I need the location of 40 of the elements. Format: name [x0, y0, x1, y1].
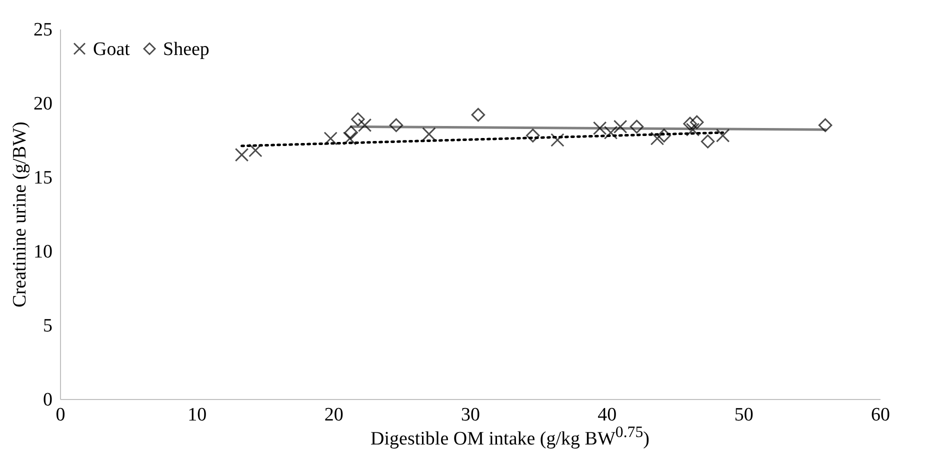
x-tick-label: 60 [871, 404, 890, 426]
point [657, 128, 671, 142]
x-tick-label: 10 [188, 404, 207, 426]
x-tick-label: 20 [324, 404, 344, 426]
point [342, 132, 357, 146]
point [234, 148, 249, 162]
point [818, 118, 832, 132]
point [604, 126, 618, 140]
point [422, 127, 436, 141]
point [344, 126, 358, 140]
y-tick-label: 5 [43, 316, 52, 336]
point [630, 120, 644, 134]
y-tick-label: 10 [34, 242, 52, 262]
point [358, 118, 372, 132]
point [686, 122, 700, 137]
point [613, 120, 628, 134]
point [716, 128, 730, 142]
point [700, 134, 715, 148]
point [389, 118, 404, 132]
point [550, 133, 564, 147]
point [683, 116, 697, 131]
y-tick-label: 25 [34, 20, 52, 40]
point [324, 132, 338, 146]
x-tick-label: 30 [461, 404, 480, 426]
legend-label: Goat [93, 38, 131, 60]
legend-label: Sheep [163, 38, 210, 60]
point [248, 143, 262, 158]
x-tick-label: 50 [734, 404, 754, 426]
x-tick-label: 40 [598, 404, 617, 426]
point [690, 115, 704, 130]
point [351, 112, 365, 126]
y-tick-label: 20 [34, 94, 52, 114]
y-tick-label: 0 [43, 390, 52, 410]
point [592, 121, 607, 136]
point [471, 108, 486, 122]
y-axis-title: Creatinine urine (g/BW) [10, 122, 30, 308]
x-axis-title: Digestible OM intake (g/kg BW$^{0.75}$) [370, 424, 650, 450]
point [526, 128, 540, 142]
point [650, 132, 664, 146]
y-tick-label: 15 [34, 168, 52, 188]
